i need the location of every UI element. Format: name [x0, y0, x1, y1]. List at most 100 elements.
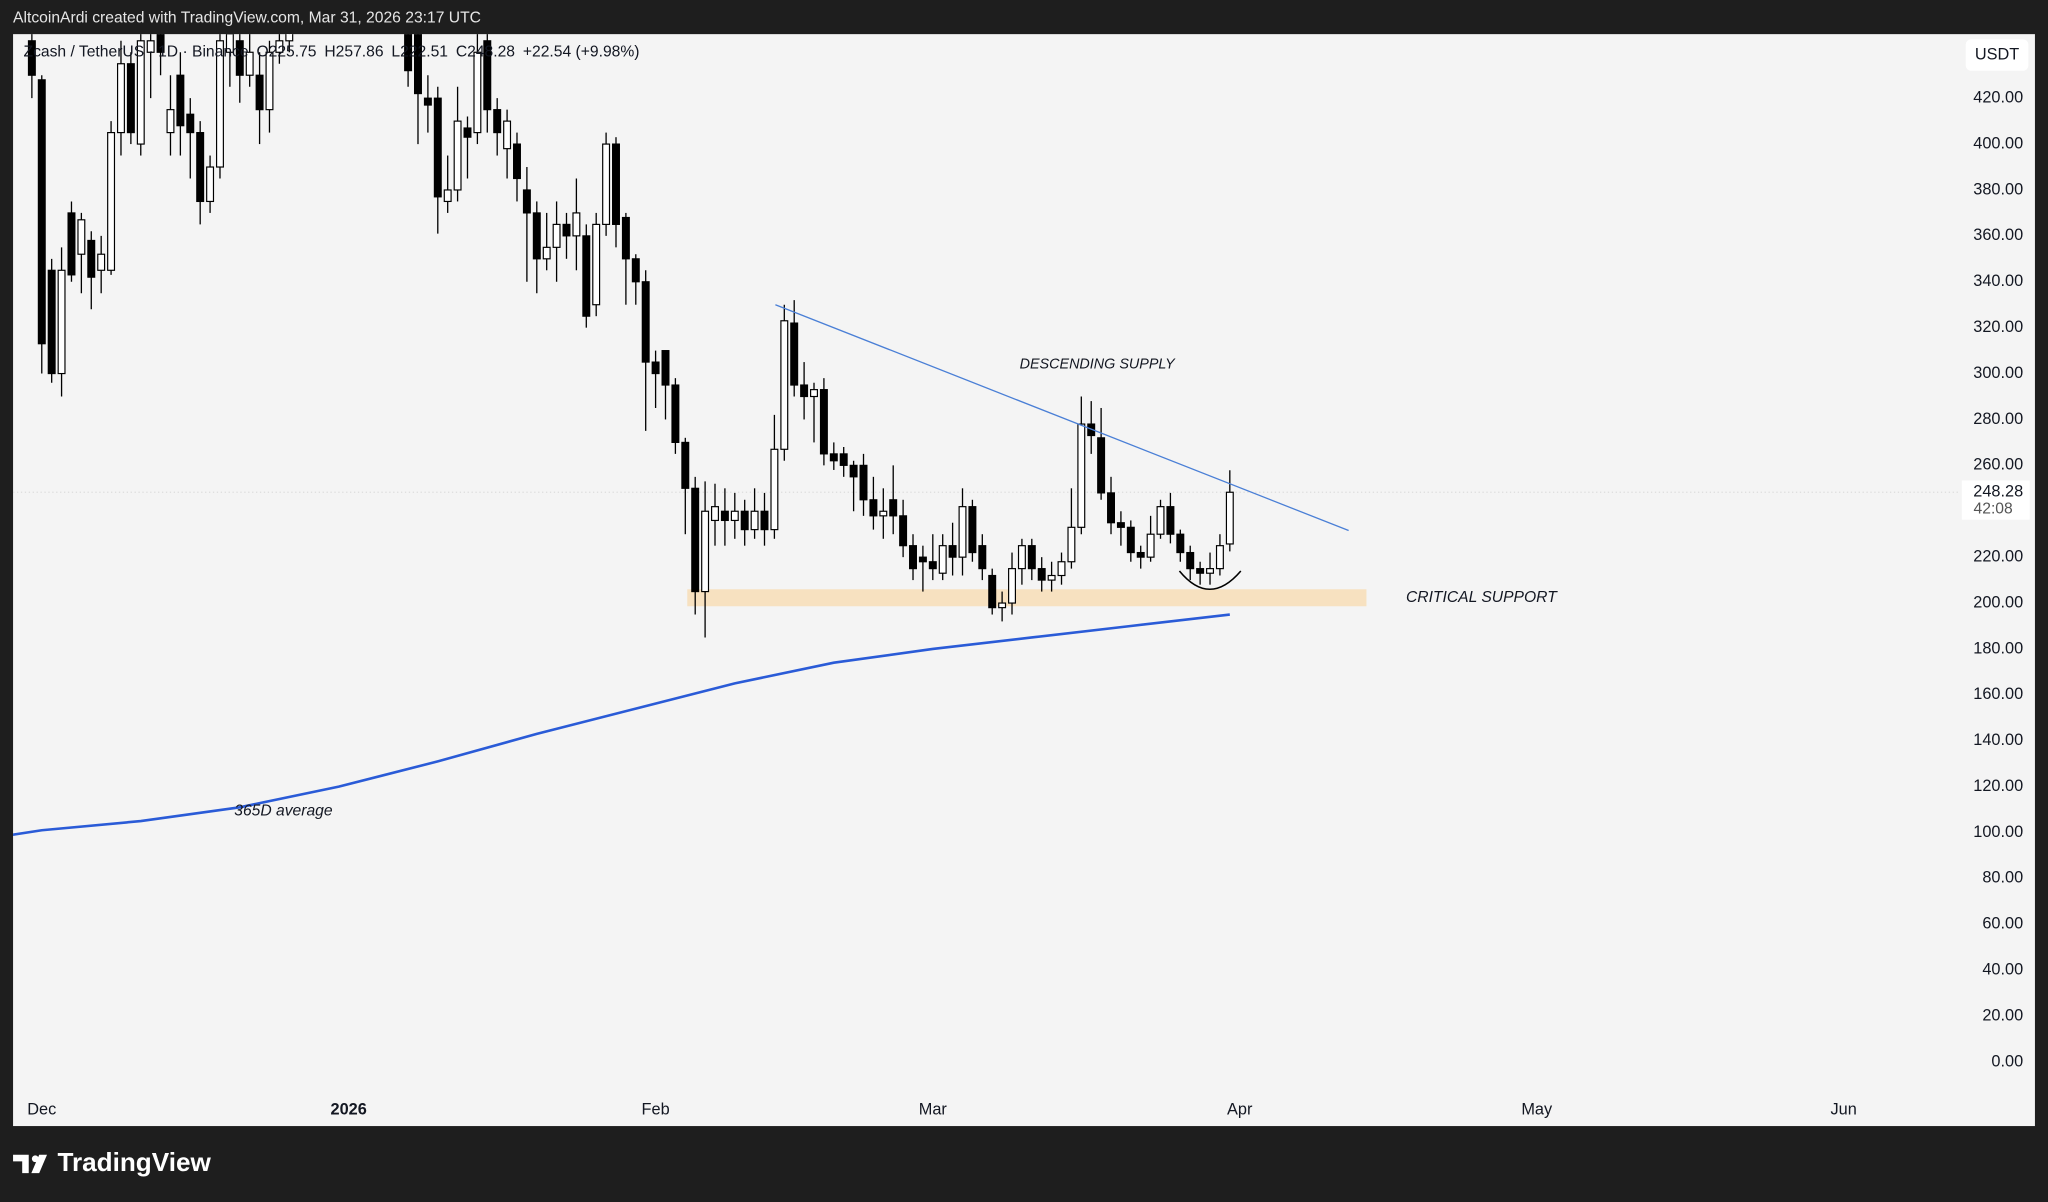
- candle-body: [572, 212, 581, 237]
- candle-body: [602, 143, 611, 225]
- candle-body: [136, 40, 145, 145]
- support-zone: [687, 589, 1367, 607]
- candle-body: [186, 113, 195, 134]
- candle-body: [760, 510, 769, 531]
- candle-body: [1186, 551, 1195, 570]
- candle-body: [1077, 423, 1086, 528]
- support-label: CRITICAL SUPPORT: [1406, 589, 1558, 606]
- y-tick-label: 60.00: [1982, 915, 2023, 933]
- candle-body: [909, 545, 917, 570]
- candle-body: [166, 109, 175, 134]
- candle-body: [27, 40, 36, 76]
- y-tick-label: 420.00: [1973, 88, 2023, 106]
- candle-body: [1176, 533, 1185, 554]
- candle-body: [879, 510, 888, 517]
- last-price-box: [1961, 480, 2030, 520]
- candle-body: [57, 269, 66, 375]
- candle-body: [800, 384, 809, 398]
- series-label: 365D average: [234, 802, 333, 819]
- candle-body: [651, 361, 660, 375]
- candle-body: [1225, 491, 1234, 545]
- candle-body: [97, 253, 106, 271]
- candle-body: [582, 235, 591, 317]
- credit: AltcoinArdi created with TradingView.com…: [13, 10, 481, 27]
- candle-body: [1008, 568, 1016, 604]
- y-tick-label: 360.00: [1973, 226, 2023, 244]
- candle-body: [542, 246, 551, 260]
- legend-low: L222.51: [391, 44, 448, 61]
- y-tick-label: 0.00: [1991, 1052, 2023, 1070]
- currency: USDT: [1975, 45, 2019, 63]
- candle-body: [414, 34, 422, 95]
- x-tick-label: Mar: [919, 1101, 948, 1119]
- candle-body: [829, 453, 838, 462]
- y-tick-label: 400.00: [1973, 134, 2023, 152]
- symbol-legend: Zcash / TetherUS · 1D · Binance O225.75 H2…: [24, 44, 640, 61]
- candle-body: [1067, 526, 1076, 563]
- candle-body: [285, 34, 294, 42]
- brand-logo: [13, 1154, 48, 1174]
- legend-high: H257.86: [324, 44, 383, 61]
- bottom-arc: [1178, 570, 1242, 591]
- trendline: [775, 304, 1349, 532]
- candle-body: [770, 448, 779, 531]
- candle-body: [661, 350, 670, 386]
- candle-body: [275, 40, 284, 53]
- candle-body: [562, 223, 571, 237]
- x-tick-label: Apr: [1227, 1101, 1253, 1119]
- candle-body: [215, 40, 224, 168]
- candle-body: [691, 487, 700, 593]
- candle-body: [1116, 522, 1125, 528]
- candle-body: [1196, 568, 1205, 574]
- y-tick-label: 320.00: [1973, 318, 2023, 336]
- candle-body: [730, 510, 739, 522]
- legend-change: +22.54 (+9.98%): [523, 44, 640, 61]
- candle-body: [116, 63, 125, 134]
- candle-body: [810, 389, 818, 398]
- candle-body: [77, 219, 86, 255]
- legend-close: C248.28: [456, 44, 515, 61]
- candle-body: [998, 602, 1007, 609]
- plot: [13, 34, 1960, 837]
- candle-body: [522, 189, 531, 214]
- candle-body: [483, 40, 492, 111]
- candle-body: [67, 212, 76, 276]
- x-tick-label: Feb: [642, 1101, 670, 1119]
- candle-body: [750, 510, 759, 531]
- candle-body: [780, 320, 789, 450]
- candle-body: [265, 51, 274, 111]
- x-tick-label: Dec: [27, 1101, 56, 1119]
- y-tick-label: 300.00: [1973, 364, 2023, 382]
- countdown: 42:08: [1974, 500, 2013, 517]
- candle-body: [978, 545, 987, 570]
- candle-body: [225, 34, 234, 53]
- candle-body: [503, 120, 512, 150]
- candle-body: [928, 561, 937, 570]
- candle-body: [988, 574, 997, 609]
- y-tick-label: 40.00: [1982, 961, 2023, 979]
- candle-body: [899, 515, 908, 547]
- y-tick-label: 80.00: [1982, 869, 2023, 887]
- candle-body: [1156, 506, 1165, 535]
- candle-body: [849, 464, 858, 478]
- y-tick-label: 340.00: [1973, 272, 2023, 290]
- candle-body: [433, 97, 442, 198]
- y-tick-label: 220.00: [1973, 547, 2023, 565]
- candle-body: [938, 545, 947, 574]
- candle-body: [720, 510, 729, 522]
- candle-body: [87, 239, 96, 278]
- candle-body: [37, 79, 46, 345]
- candle-body: [918, 556, 927, 563]
- candle-body: [47, 269, 56, 375]
- y-tick-label: 140.00: [1973, 731, 2023, 749]
- candle-body: [473, 51, 482, 134]
- candle-body: [532, 212, 541, 260]
- candle-body: [790, 322, 799, 386]
- axes: 0.00 20.00 40.00 60.00 80.00 100.00 120.00 140.…: [24, 39, 2030, 1119]
- legend-symbol: Zcash / TetherUS · 1D · Binance: [24, 44, 249, 61]
- y-tick-label: 100.00: [1973, 823, 2023, 841]
- candle-body: [681, 441, 690, 489]
- y-tick-label: 380.00: [1973, 180, 2023, 198]
- y-tick-label: 200.00: [1973, 593, 2023, 611]
